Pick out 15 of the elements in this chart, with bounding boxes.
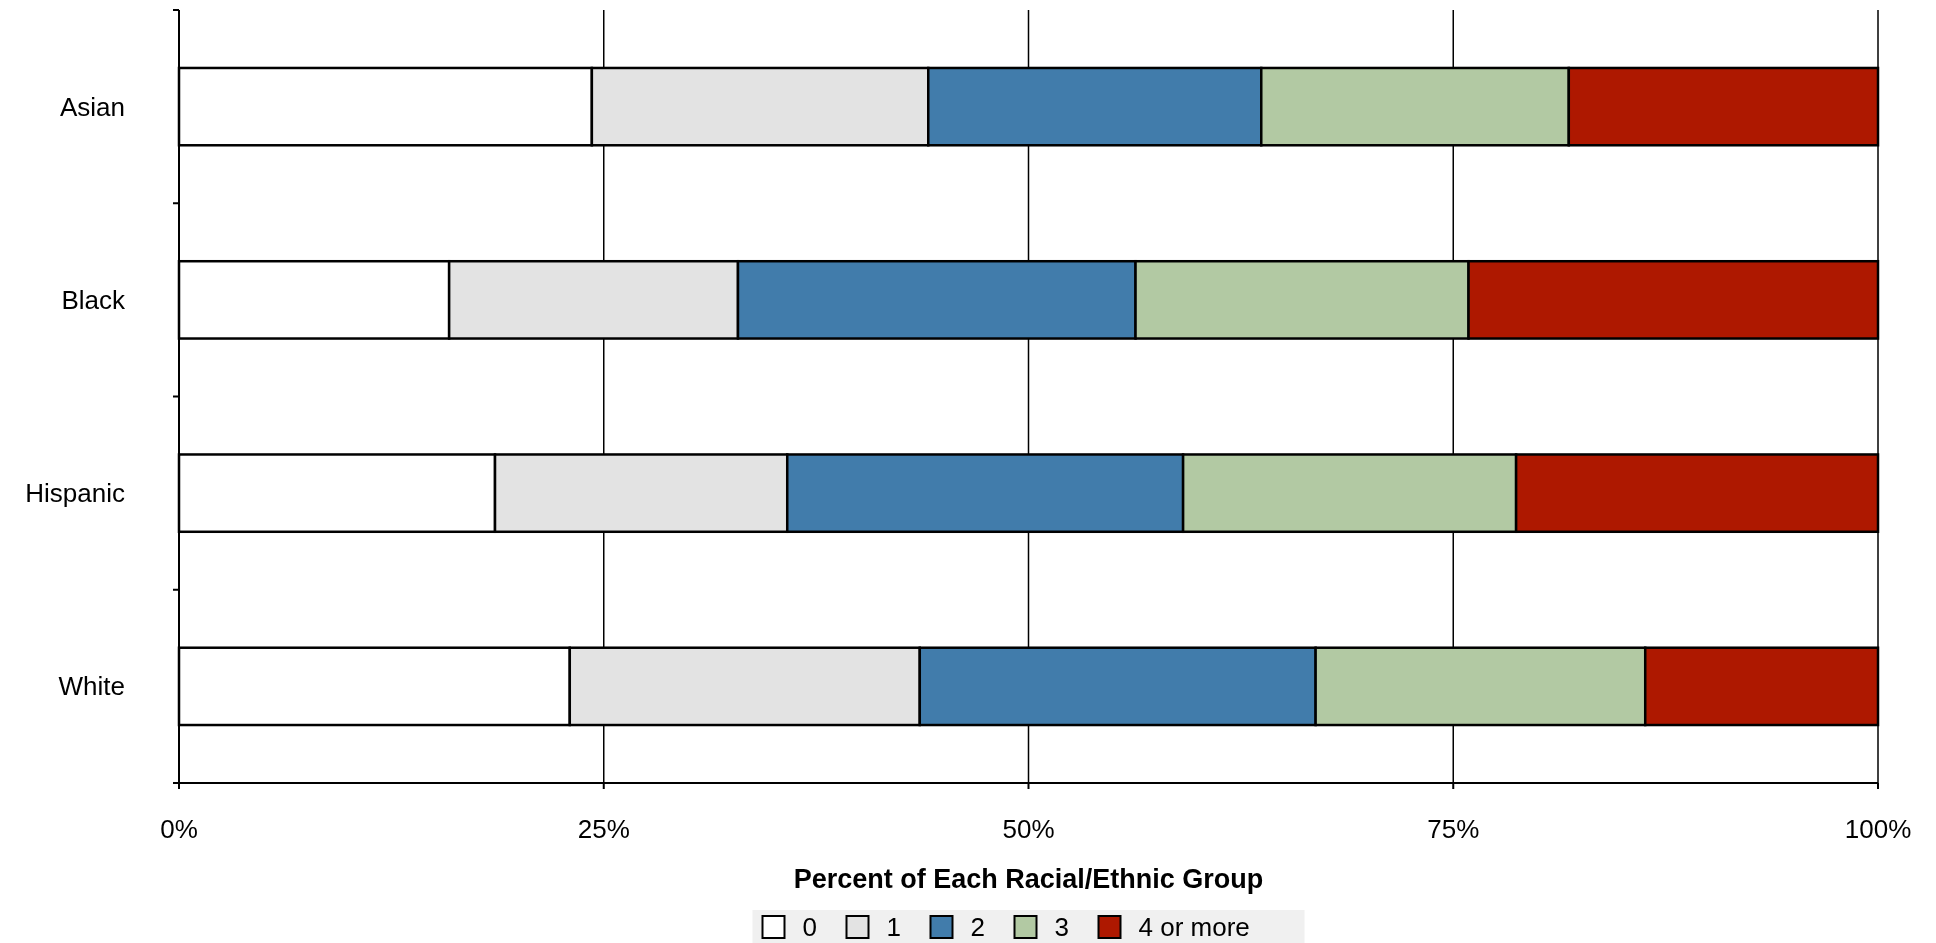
legend-label: 0 (802, 912, 817, 943)
x-tick-label: 0% (160, 814, 198, 844)
x-tick-label: 50% (1002, 814, 1055, 844)
y-tick-label: Asian (59, 91, 125, 122)
legend-label: 1 (886, 912, 901, 943)
legend-label: 3 (1054, 912, 1069, 943)
y-tick-label: Hispanic (25, 478, 125, 509)
legend-label: 4 or more (1138, 912, 1250, 943)
y-tick-label: White (58, 671, 125, 702)
legend-label: 2 (970, 912, 985, 943)
x-tick-label: 25% (577, 814, 630, 844)
y-tick-label: Black (61, 284, 126, 315)
x-axis-title: Percent of Each Racial/Ethnic Group (793, 864, 1264, 894)
x-tick-label: 75% (1427, 814, 1480, 844)
x-tick-label: 100% (1844, 814, 1912, 844)
